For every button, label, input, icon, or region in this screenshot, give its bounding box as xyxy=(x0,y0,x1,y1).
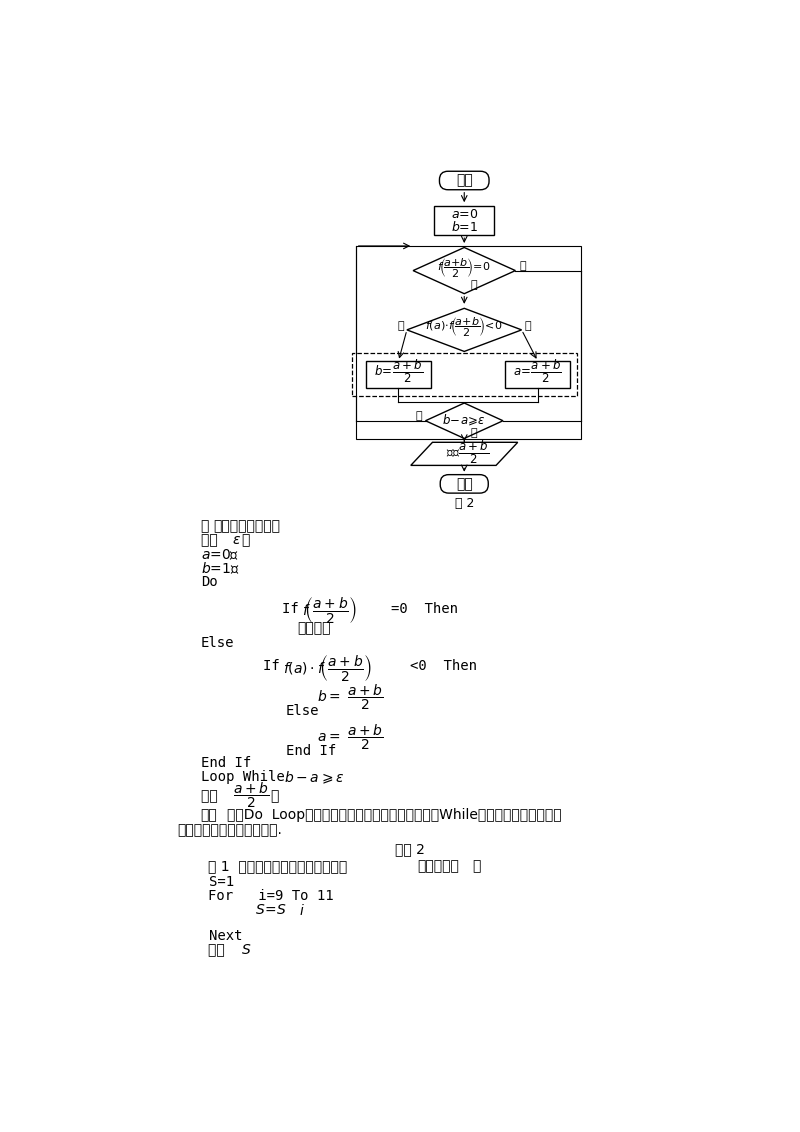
Text: End If: End If xyxy=(286,744,336,758)
Text: $\varepsilon$: $\varepsilon$ xyxy=(232,533,241,547)
Text: 开始: 开始 xyxy=(456,173,473,188)
FancyBboxPatch shape xyxy=(440,474,488,494)
Text: For   i=9 To 11: For i=9 To 11 xyxy=(209,889,334,903)
Polygon shape xyxy=(426,403,503,438)
Text: =0  Then: =0 Then xyxy=(390,602,458,617)
Text: 输入: 输入 xyxy=(201,533,222,547)
Bar xyxy=(434,206,494,235)
Polygon shape xyxy=(413,248,515,293)
Text: 是: 是 xyxy=(398,321,404,331)
Text: $\dfrac{a+b}{2}$: $\dfrac{a+b}{2}$ xyxy=(234,781,270,811)
Text: 输出$\dfrac{a+b}{2}$: 输出$\dfrac{a+b}{2}$ xyxy=(446,439,489,465)
Text: 跳出循环: 跳出循环 xyxy=(298,621,331,635)
Text: 点评: 点评 xyxy=(201,808,218,822)
Text: $f\!\left(\dfrac{a+b}{2}\right)$: $f\!\left(\dfrac{a+b}{2}\right)$ xyxy=(302,594,358,625)
Text: ：用语句描述为：: ：用语句描述为： xyxy=(213,520,280,533)
Polygon shape xyxy=(407,308,522,351)
Text: 否: 否 xyxy=(470,428,477,438)
Text: $b=\ \dfrac{a+b}{2}$: $b=\ \dfrac{a+b}{2}$ xyxy=(317,683,384,712)
Text: If: If xyxy=(262,660,296,674)
Text: ．: ． xyxy=(270,789,279,803)
Text: 否: 否 xyxy=(525,321,531,331)
Text: $a$=0；: $a$=0； xyxy=(201,547,239,561)
Bar xyxy=(366,361,431,387)
Text: ；: ； xyxy=(241,533,250,547)
Text: $b$=1: $b$=1 xyxy=(450,220,478,233)
Text: $b$=1；: $b$=1； xyxy=(201,560,239,576)
Text: ：在Do  Loop语句中，每一次重复后，都需要检验While后的条件是否被满足，: ：在Do Loop语句中，每一次重复后，都需要检验While后的条件是否被满足， xyxy=(227,808,562,822)
Text: If: If xyxy=(282,602,316,617)
Text: 是: 是 xyxy=(519,261,526,271)
Text: 输出: 输出 xyxy=(209,943,230,957)
Text: $f\!\left(\!\dfrac{a\!+\!b}{2}\!\right)\!=\!0$: $f\!\left(\!\dfrac{a\!+\!b}{2}\!\right)\… xyxy=(438,257,491,280)
Text: $f(a)\!\cdot\!f\!\left(\!\dfrac{a\!+\!b}{2}\!\right)\!<\!0$: $f(a)\!\cdot\!f\!\left(\!\dfrac{a\!+\!b}… xyxy=(426,316,503,340)
Text: 思路 2: 思路 2 xyxy=(395,842,425,857)
Text: S=1: S=1 xyxy=(209,875,234,889)
Text: 例 1  下列程序执行后输出的结果是: 例 1 下列程序执行后输出的结果是 xyxy=(209,859,348,874)
Text: Loop While: Loop While xyxy=(201,770,302,783)
Text: $a\!=\!\dfrac{a+b}{2}$: $a\!=\!\dfrac{a+b}{2}$ xyxy=(514,358,562,385)
Bar xyxy=(356,246,581,439)
Text: $a=\ \dfrac{a+b}{2}$: $a=\ \dfrac{a+b}{2}$ xyxy=(317,722,383,752)
Text: $b\!-\!a\!\geqslant\!\varepsilon$: $b\!-\!a\!\geqslant\!\varepsilon$ xyxy=(442,412,486,427)
Text: $f(a)\cdot f\!\left(\dfrac{a+b}{2}\right)$: $f(a)\cdot f\!\left(\dfrac{a+b}{2}\right… xyxy=(283,653,372,684)
Text: End If: End If xyxy=(201,756,251,771)
Text: ＿＿＿＿＿: ＿＿＿＿＿ xyxy=(418,859,460,874)
Text: <0  Then: <0 Then xyxy=(410,660,477,674)
Text: $b-a\geqslant\varepsilon$: $b-a\geqslant\varepsilon$ xyxy=(285,770,345,786)
Text: Do: Do xyxy=(201,575,218,589)
Bar xyxy=(352,353,577,396)
Text: 一旦不满足条件，循环停止.: 一旦不满足条件，循环停止. xyxy=(178,823,282,838)
Text: Next: Next xyxy=(209,929,242,943)
Text: 是: 是 xyxy=(416,411,422,421)
Text: 结束: 结束 xyxy=(456,477,473,491)
Text: 图 2: 图 2 xyxy=(454,497,474,511)
Text: 否: 否 xyxy=(470,281,477,290)
Text: 解: 解 xyxy=(201,520,209,533)
Text: $S$: $S$ xyxy=(241,943,251,957)
Text: Else: Else xyxy=(286,704,319,718)
Text: Else: Else xyxy=(201,635,234,650)
Text: $i$: $i$ xyxy=(286,902,305,918)
Bar xyxy=(506,361,570,387)
Text: ．: ． xyxy=(472,859,480,874)
Text: $a$=0: $a$=0 xyxy=(450,208,478,221)
Text: 输出: 输出 xyxy=(201,789,222,803)
Text: $S\!=\!S$: $S\!=\!S$ xyxy=(255,902,286,917)
Polygon shape xyxy=(410,443,518,465)
Text: $b\!=\!\dfrac{a+b}{2}$: $b\!=\!\dfrac{a+b}{2}$ xyxy=(374,358,423,385)
FancyBboxPatch shape xyxy=(439,171,489,190)
